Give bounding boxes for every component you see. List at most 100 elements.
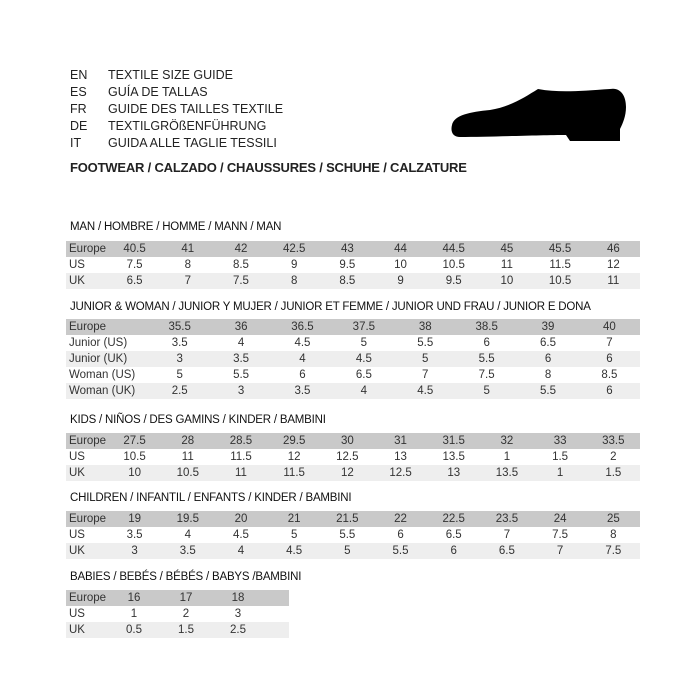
size-cell: 5.5 [233,369,250,381]
size-cell: 4 [237,337,245,349]
size-cell: 5.5 [540,385,557,397]
size-cell: 1 [503,451,511,463]
size-cell: 6 [606,353,613,365]
language-code: EN [70,68,88,82]
size-cell: 38 [418,321,432,333]
size-cell: 9.5 [339,259,356,271]
size-cell: 6.5 [126,275,143,287]
size-cell: 12 [340,467,354,479]
size-cell: 12 [606,259,620,271]
guide-line-en: EN TEXTILE SIZE GUIDE [70,67,233,84]
language-code: FR [70,102,87,116]
size-cell: 11 [234,467,247,479]
guide-line-es: ES GUÍA DE TALLAS [70,84,208,101]
row-label: US [69,529,85,541]
size-cell: 5 [422,353,429,365]
size-cell: 8 [544,369,552,381]
size-cell: 32 [500,435,514,447]
size-cell: 36.5 [291,321,314,333]
filler-cell [264,606,289,622]
table-row: Europe 19 19.5 20 21 21.5 22 22.5 23.5 24 25 [66,511,640,527]
size-cell: 7 [606,337,613,349]
section-title-children: CHILDREN / INFANTIL / ENFANTS / KINDER /… [70,492,352,504]
size-cell: 21.5 [336,513,359,525]
table-row: US 10.5 11 11.5 12 12.5 13 13.5 1 1.5 2 [66,449,640,465]
size-cell: 19 [128,513,141,525]
size-cell: 6.5 [540,337,557,349]
row-label: Europe [69,513,107,525]
size-cell: 42.5 [282,243,306,255]
language-code: ES [70,85,87,99]
guide-title: TEXTILGRÖßENFÜHRUNG [108,119,267,133]
size-cell: 6.5 [355,369,372,381]
size-cell: 7 [422,369,429,381]
size-cell: 0.5 [126,624,142,636]
table-row: US 1 2 3 [66,606,289,622]
section-title-kids: KIDS / NIÑOS / DES GAMINS / KINDER / BAM… [70,414,326,426]
size-cell: 36 [234,321,248,333]
size-cell: 4 [299,353,306,365]
size-cell: 6 [483,337,490,349]
table-row: Woman (US) 5 5.5 6 6.5 7 7.5 8 8.5 [66,367,641,383]
size-cell: 25 [606,513,620,525]
size-cell: 7.5 [232,275,249,287]
size-cell: 10 [500,275,514,287]
size-cell: 2.5 [230,624,246,636]
size-cell: 3.5 [126,529,143,541]
guide-line-it: IT GUIDA ALLE TAGLIE TESSILI [70,135,277,152]
guide-title: TEXTILE SIZE GUIDE [108,68,234,82]
size-cell: 2 [610,451,617,463]
size-cell: 10 [394,259,407,271]
size-cell: 5.5 [392,545,409,557]
size-cell: 29.5 [282,435,306,447]
size-cell: 10.5 [548,275,572,287]
size-cell: 9 [397,275,404,287]
row-label: UK [69,275,85,287]
size-cell: 3.5 [294,385,311,397]
size-cell: 42 [234,243,248,255]
row-label: Junior (US) [69,337,128,349]
size-cell: 17 [179,592,193,604]
size-cell: 4.5 [286,545,303,557]
size-cell: 8.5 [601,369,618,381]
table-row: UK 6.5 7 7.5 8 8.5 9 9.5 10 10.5 11 [66,273,640,289]
size-cell: 10.5 [442,259,465,271]
size-cell: 7 [503,529,511,541]
size-cell: 1 [556,467,564,479]
size-cell: 7.5 [478,369,495,381]
table-row: Europe 27.5 28 28.5 29.5 30 31 31.5 32 33 33.5 [66,433,640,449]
size-cell: 33 [553,435,567,447]
size-cell: 5 [290,529,298,541]
size-cell: 4.5 [355,353,372,365]
size-cell: 5 [176,369,183,381]
size-cell: 3.5 [171,337,188,349]
size-table-junior-woman: Europe 35.5 36 36.5 37.5 38 38.5 39 40 Junior (US… [66,319,641,399]
size-cell: 7 [184,275,191,287]
size-cell: 21 [287,513,301,525]
size-cell: 2 [182,608,190,620]
size-cell: 7 [556,545,564,557]
size-cell: 7.5 [605,545,622,557]
size-cell: 3 [176,353,183,365]
size-cell: 4.5 [417,385,434,397]
size-cell: 3.5 [179,545,196,557]
size-cell: 8.5 [339,275,356,287]
size-cell: 11 [181,451,194,463]
section-title-babies: BABIES / BEBÉS / BÉBÉS / BABYS /BAMBINI [70,571,302,583]
size-cell: 3 [234,608,242,620]
size-cell: 8 [290,275,298,287]
row-label: UK [69,545,85,557]
guide-title: GUIDA ALLE TAGLIE TESSILI [108,136,277,150]
size-cell: 5 [344,545,351,557]
size-cell: 23.5 [495,513,519,525]
size-cell: 19.5 [176,513,199,525]
table-row: UK 3 3.5 4 4.5 5 5.5 6 6.5 7 7.5 [66,543,640,559]
size-cell: 1.5 [605,467,622,479]
size-cell: 20 [234,513,248,525]
size-cell: 31.5 [442,435,465,447]
row-label: US [69,259,85,271]
size-cell: 9.5 [445,275,462,287]
footwear-heading: FOOTWEAR / CALZADO / CHAUSSURES / SCHUHE… [70,160,467,175]
size-cell: 7.5 [126,259,143,271]
size-cell: 5 [483,385,490,397]
